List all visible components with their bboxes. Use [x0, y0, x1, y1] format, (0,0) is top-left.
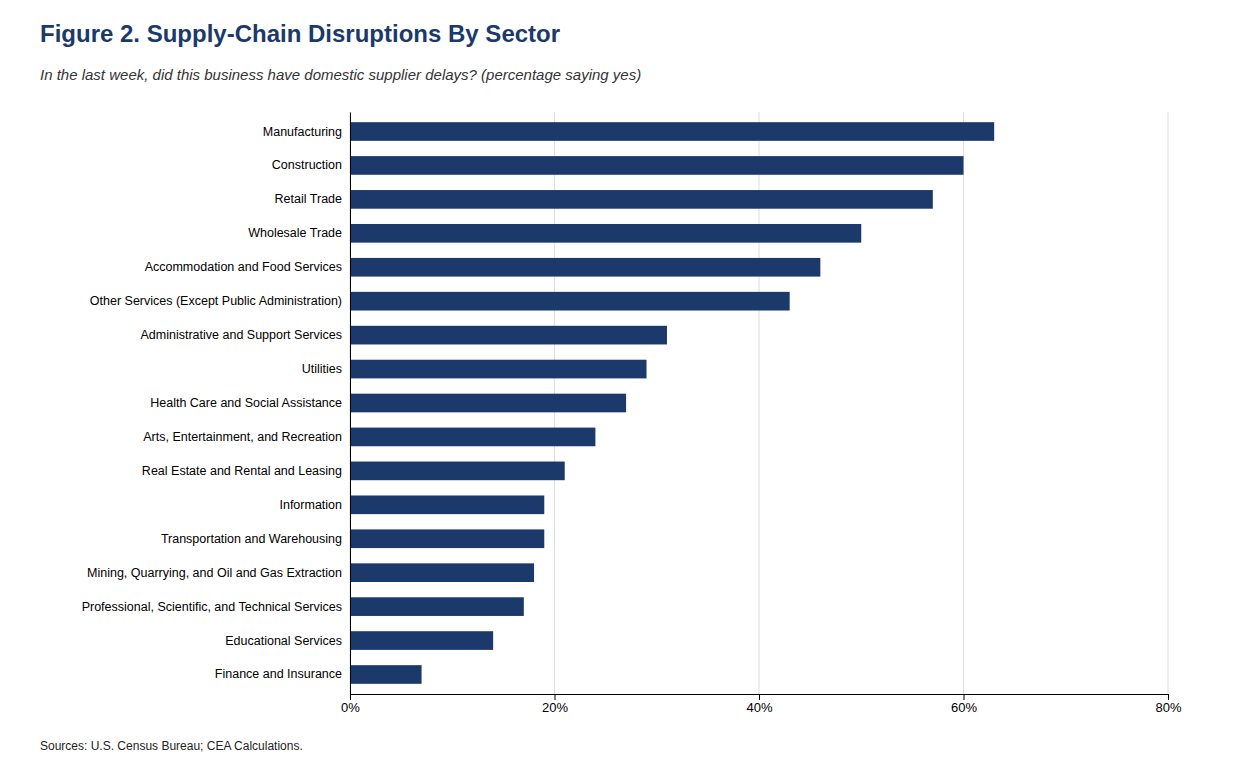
- x-tick-label: 40%: [746, 700, 772, 715]
- grid-line: [1168, 112, 1169, 694]
- y-tick: Information: [279, 498, 350, 512]
- bar: [350, 563, 534, 582]
- bar: [350, 258, 820, 277]
- x-tick-label: 20%: [542, 700, 568, 715]
- y-tick-label: Professional, Scientific, and Technical …: [82, 600, 342, 614]
- y-tick-label: Wholesale Trade: [248, 226, 342, 240]
- bar: [350, 156, 964, 175]
- y-tick: Other Services (Except Public Administra…: [90, 294, 350, 308]
- bar: [350, 122, 994, 141]
- bar: [350, 462, 565, 481]
- y-tick-label: Manufacturing: [263, 125, 342, 139]
- bar: [350, 495, 544, 514]
- bar: [350, 292, 790, 311]
- bar: [350, 326, 667, 345]
- x-tick: 20%: [542, 694, 568, 715]
- subtitle: In the last week, did this business have…: [40, 66, 641, 83]
- y-tick: Finance and Insurance: [215, 667, 350, 681]
- bar: [350, 529, 544, 548]
- x-tick: 60%: [951, 694, 977, 715]
- x-axis: 0% 20% 40% 60% 80%: [341, 694, 1182, 715]
- y-tick-label: Construction: [272, 158, 342, 172]
- bar: [350, 394, 626, 413]
- grid: [350, 112, 1168, 694]
- y-tick-label: Accommodation and Food Services: [145, 260, 342, 274]
- source: Sources: U.S. Census Bureau; CEA Calcula…: [40, 739, 303, 753]
- title: Figure 2. Supply-Chain Disruptions By Se…: [40, 20, 560, 47]
- y-tick: Administrative and Support Services: [141, 328, 350, 342]
- plot: 0% 20% 40% 60% 80% Finance and Insurance Educa…: [82, 112, 1182, 715]
- y-tick-label: Arts, Entertainment, and Recreation: [143, 430, 342, 444]
- bar: [350, 190, 933, 209]
- y-axis-line: [350, 113, 351, 695]
- y-tick-label: Retail Trade: [275, 192, 342, 206]
- chart: Figure 2. Supply-Chain Disruptions By Se…: [0, 0, 1238, 766]
- x-tick-mark: [555, 694, 556, 700]
- y-tick: Professional, Scientific, and Technical …: [82, 600, 350, 614]
- bars: [350, 122, 994, 684]
- x-tick-label: 0%: [341, 700, 360, 715]
- x-tick: 0%: [341, 694, 360, 715]
- bar: [350, 428, 595, 447]
- y-tick: Construction: [272, 158, 350, 172]
- y-tick-label: Information: [279, 498, 342, 512]
- y-tick-label: Educational Services: [225, 634, 342, 648]
- x-tick-mark: [964, 694, 965, 700]
- bar: [350, 631, 493, 650]
- y-tick-label: Transportation and Warehousing: [161, 532, 342, 546]
- x-tick: 80%: [1155, 694, 1181, 715]
- x-tick-mark: [350, 694, 351, 700]
- bar: [350, 360, 647, 379]
- x-tick-mark: [759, 694, 760, 700]
- y-tick: Wholesale Trade: [248, 226, 350, 240]
- bar: [350, 224, 861, 243]
- y-tick-label: Mining, Quarrying, and Oil and Gas Extra…: [87, 566, 342, 580]
- y-tick: Educational Services: [225, 634, 350, 648]
- x-tick-mark: [1168, 694, 1169, 700]
- y-tick: Health Care and Social Assistance: [150, 396, 350, 410]
- y-tick: Real Estate and Rental and Leasing: [142, 464, 350, 478]
- y-tick: Mining, Quarrying, and Oil and Gas Extra…: [87, 566, 350, 580]
- y-tick-label: Utilities: [302, 362, 342, 376]
- bar: [350, 597, 524, 616]
- y-tick: Accommodation and Food Services: [145, 260, 350, 274]
- y-tick: Utilities: [302, 362, 350, 376]
- y-axis: Finance and Insurance Educational Service…: [82, 113, 351, 695]
- grid-line: [350, 112, 351, 694]
- y-tick-label: Health Care and Social Assistance: [150, 396, 342, 410]
- y-tick: Arts, Entertainment, and Recreation: [143, 430, 350, 444]
- x-tick-label: 60%: [951, 700, 977, 715]
- y-tick-label: Finance and Insurance: [215, 667, 342, 681]
- x-tick-label: 80%: [1155, 700, 1181, 715]
- grid-line: [963, 112, 964, 694]
- y-tick: Manufacturing: [263, 125, 350, 139]
- x-tick: 40%: [746, 694, 772, 715]
- y-tick: Transportation and Warehousing: [161, 532, 350, 546]
- y-tick: Retail Trade: [275, 192, 350, 206]
- y-tick-label: Real Estate and Rental and Leasing: [142, 464, 342, 478]
- y-tick-label: Other Services (Except Public Administra…: [90, 294, 342, 308]
- y-tick-label: Administrative and Support Services: [141, 328, 342, 342]
- bar: [350, 665, 422, 684]
